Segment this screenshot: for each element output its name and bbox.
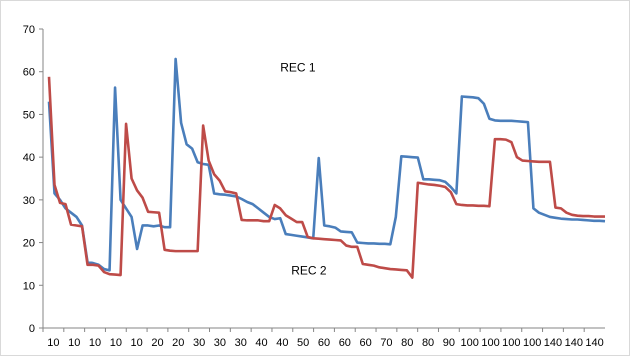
x-tick-label: 40 <box>276 337 288 349</box>
x-tick-group: 10 10 10 10 10 20 20 30 30 30 40 40 50 60 60 60 70 80 80 90… <box>42 328 604 349</box>
y-tick-label: 30 <box>23 195 35 207</box>
x-tick-label: 10 <box>68 337 80 349</box>
series-layer <box>47 57 606 279</box>
x-tick-label: 10 <box>89 337 101 349</box>
x-tick-label: 30 <box>235 337 247 349</box>
series-line-rec-2 <box>47 76 605 279</box>
x-tick-label: 10 <box>47 337 59 349</box>
x-tick-label: 140 <box>585 337 603 349</box>
y-tick-label: 70 <box>23 24 35 36</box>
annotation-layer: REC 1 REC 2 <box>280 61 327 278</box>
y-tick-label: 10 <box>23 280 35 292</box>
x-tick-label: 100 <box>523 337 541 349</box>
x-tick-label: 80 <box>401 337 413 349</box>
y-tick-group: 0 10 20 30 40 50 60 70 <box>23 24 43 335</box>
series-annotation: REC 2 <box>291 264 327 278</box>
x-tick-label: 10 <box>131 337 143 349</box>
series-line-rec-1 <box>47 57 606 272</box>
x-tick-label: 60 <box>339 337 351 349</box>
x-tick-label: 100 <box>481 337 499 349</box>
x-tick-label: 30 <box>214 337 226 349</box>
y-tick-label: 50 <box>23 109 35 121</box>
x-tick-label: 140 <box>565 337 583 349</box>
y-tick-label: 60 <box>23 67 35 79</box>
x-tick-label: 140 <box>544 337 562 349</box>
y-tick-label: 0 <box>29 323 35 335</box>
x-tick-label: 100 <box>461 337 479 349</box>
series-annotation: REC 1 <box>280 61 316 75</box>
x-tick-label: 30 <box>193 337 205 349</box>
x-tick-label: 60 <box>360 337 372 349</box>
x-tick-label: 80 <box>422 337 434 349</box>
x-tick-label: 60 <box>318 337 330 349</box>
x-tick-label: 40 <box>255 337 267 349</box>
x-tick-label: 20 <box>151 337 163 349</box>
x-tick-label: 10 <box>110 337 122 349</box>
x-tick-label: 50 <box>297 337 309 349</box>
x-tick-label: 70 <box>380 337 392 349</box>
x-tick-label: 20 <box>172 337 184 349</box>
x-tick-label: 100 <box>502 337 520 349</box>
y-tick-label: 40 <box>23 152 35 164</box>
x-tick-label: 90 <box>443 337 455 349</box>
y-tick-label: 20 <box>23 238 35 250</box>
